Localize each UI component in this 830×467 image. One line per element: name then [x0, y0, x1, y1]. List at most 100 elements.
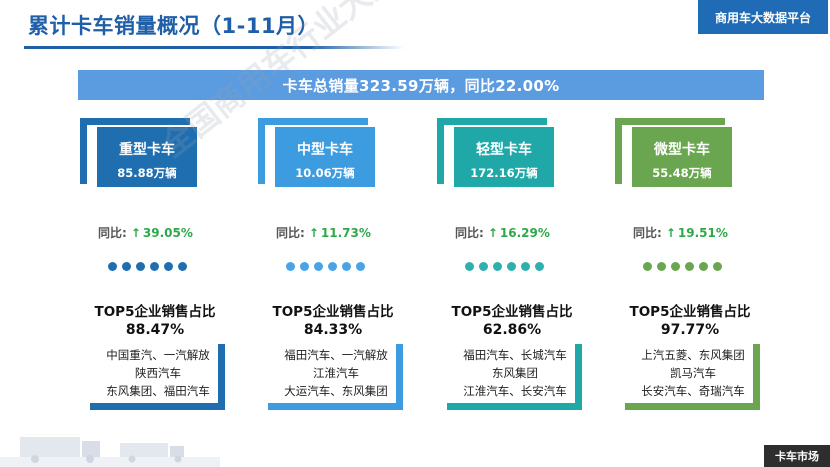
dot-icon: [535, 262, 544, 271]
dot-icon: [465, 262, 474, 271]
dot-icon: [356, 262, 365, 271]
card-frame: [615, 118, 725, 184]
top5-share: 84.33%: [303, 322, 363, 338]
dot-separator: [643, 262, 722, 271]
up-arrow-icon: ↑: [665, 226, 676, 240]
category-name: 微型卡车: [654, 142, 710, 158]
category-volume: 55.48万辆: [652, 166, 712, 180]
dot-icon: [699, 262, 708, 271]
top5-block: TOP5企业销售占比 62.86%: [437, 300, 587, 338]
dot-icon: [685, 262, 694, 271]
dot-icon: [150, 262, 159, 271]
company-line: 大运汽车、东风集团: [284, 384, 388, 398]
dot-icon: [507, 262, 516, 271]
category-card: 微型卡车 55.48万辆: [632, 127, 732, 187]
truck-illustration-icon: [0, 437, 220, 467]
dot-separator: [286, 262, 365, 271]
yoy-value: 39.05%: [142, 226, 193, 240]
top5-title: TOP5企业销售占比: [451, 304, 573, 320]
yoy-value: 16.29%: [499, 226, 550, 240]
company-line: 东风集团: [492, 366, 538, 380]
section-tag: 卡车市场: [764, 445, 830, 467]
yoy-value: 19.51%: [677, 226, 728, 240]
dot-icon: [342, 262, 351, 271]
yoy-label: 同比:: [276, 226, 305, 240]
category-card: 轻型卡车 172.16万辆: [454, 127, 554, 187]
card-frame: [437, 118, 547, 184]
companies-frame: [268, 344, 403, 410]
top5-block: TOP5企业销售占比 84.33%: [258, 300, 408, 338]
company-line: 福田汽车、长城汽车: [463, 348, 567, 362]
category-card: 中型卡车 10.06万辆: [275, 127, 375, 187]
company-line: 福田汽车、一汽解放: [284, 348, 388, 362]
category-column-micro: 微型卡车 55.48万辆 同比: ↑ 19.51% TOP5企业销售占比 97.77…: [615, 0, 785, 467]
dot-icon: [286, 262, 295, 271]
company-line: 东风集团、福田汽车: [106, 384, 210, 398]
dot-icon: [521, 262, 530, 271]
top5-share: 62.86%: [482, 322, 542, 338]
dot-separator: [108, 262, 187, 271]
dot-icon: [300, 262, 309, 271]
yoy-row: 同比: ↑ 39.05%: [98, 224, 193, 241]
companies-list: 福田汽车、长城汽车 东风集团 江淮汽车、长安汽车: [455, 346, 575, 400]
dot-icon: [178, 262, 187, 271]
companies-frame: [90, 344, 225, 410]
company-line: 中国重汽、一汽解放: [106, 348, 210, 362]
yoy-row: 同比: ↑ 11.73%: [276, 224, 371, 241]
title-underline: [24, 46, 404, 49]
dot-icon: [108, 262, 117, 271]
company-line: 凯马汽车: [670, 366, 716, 380]
top5-title: TOP5企业销售占比: [629, 304, 751, 320]
category-column-light: 轻型卡车 172.16万辆 同比: ↑ 16.29% TOP5企业销售占比 62.8…: [437, 0, 607, 467]
company-line: 江淮汽车、长安汽车: [463, 384, 567, 398]
companies-frame: [447, 344, 582, 410]
dot-icon: [657, 262, 666, 271]
companies-list: 福田汽车、一汽解放 江淮汽车 大运汽车、东风集团: [276, 346, 396, 400]
yoy-row: 同比: ↑ 16.29%: [455, 224, 550, 241]
category-volume: 172.16万辆: [470, 166, 538, 180]
dot-icon: [328, 262, 337, 271]
dot-separator: [465, 262, 544, 271]
category-volume: 10.06万辆: [295, 166, 355, 180]
companies-list: 中国重汽、一汽解放 陕西汽车 东风集团、福田汽车: [98, 346, 218, 400]
total-sales-banner: 卡车总销量323.59万辆，同比22.00%: [78, 70, 764, 100]
companies-list: 上汽五菱、东风集团 凯马汽车 长安汽车、奇瑞汽车: [633, 346, 753, 400]
page-title: 累计卡车销量概况（1-11月）: [28, 14, 320, 38]
company-line: 陕西汽车: [135, 366, 181, 380]
dot-icon: [164, 262, 173, 271]
category-column-medium: 中型卡车 10.06万辆 同比: ↑ 11.73% TOP5企业销售占比 84.33…: [258, 0, 428, 467]
dot-icon: [136, 262, 145, 271]
category-card: 重型卡车 85.88万辆: [97, 127, 197, 187]
up-arrow-icon: ↑: [487, 226, 498, 240]
top5-title: TOP5企业销售占比: [272, 304, 394, 320]
company-line: 上汽五菱、东风集团: [641, 348, 745, 362]
brand-badge: 商用车大数据平台: [698, 0, 828, 34]
dot-icon: [314, 262, 323, 271]
company-line: 江淮汽车: [313, 366, 359, 380]
top5-share: 88.47%: [125, 322, 185, 338]
top5-title: TOP5企业销售占比: [94, 304, 216, 320]
category-volume: 85.88万辆: [117, 166, 177, 180]
top5-block: TOP5企业销售占比 88.47%: [80, 300, 230, 338]
company-line: 长安汽车、奇瑞汽车: [641, 384, 745, 398]
card-frame: [258, 118, 368, 184]
yoy-label: 同比:: [633, 226, 662, 240]
dot-icon: [643, 262, 652, 271]
yoy-label: 同比:: [98, 226, 127, 240]
top5-share: 97.77%: [660, 322, 720, 338]
category-column-heavy: 重型卡车 85.88万辆 同比: ↑ 39.05% TOP5企业销售占比 88.47…: [80, 0, 250, 467]
dot-icon: [493, 262, 502, 271]
category-name: 轻型卡车: [476, 142, 532, 158]
category-name: 中型卡车: [297, 142, 353, 158]
yoy-label: 同比:: [455, 226, 484, 240]
up-arrow-icon: ↑: [130, 226, 141, 240]
companies-frame: [625, 344, 760, 410]
dot-icon: [713, 262, 722, 271]
dot-icon: [671, 262, 680, 271]
up-arrow-icon: ↑: [308, 226, 319, 240]
yoy-row: 同比: ↑ 19.51%: [633, 224, 728, 241]
yoy-value: 11.73%: [320, 226, 371, 240]
dot-icon: [479, 262, 488, 271]
top5-block: TOP5企业销售占比 97.77%: [615, 300, 765, 338]
card-frame: [80, 118, 190, 184]
